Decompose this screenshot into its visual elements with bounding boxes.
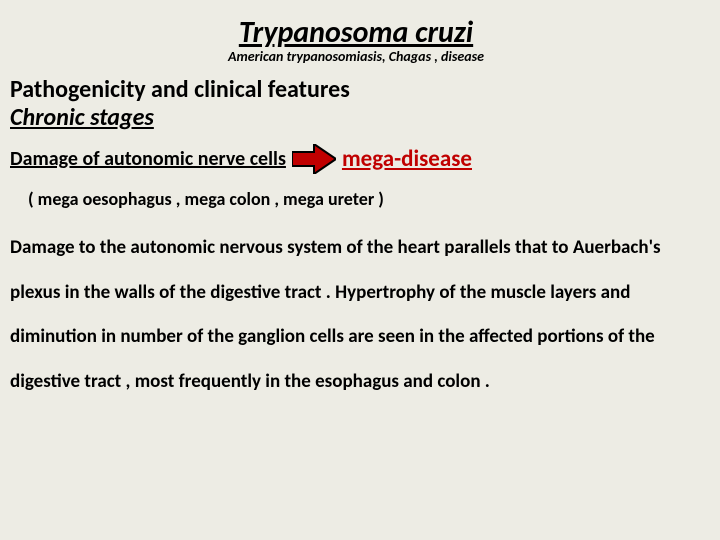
body-paragraph: Damage to the autonomic nervous system o… (10, 226, 702, 405)
mega-disease-text: mega-disease (342, 148, 472, 171)
damage-text: Damage of autonomic nerve cells (10, 149, 286, 169)
mega-examples: ( mega oesophagus , mega colon , mega ur… (10, 190, 702, 208)
slide-title: Trypanosoma cruzi (10, 18, 702, 48)
section-heading: Pathogenicity and clinical features (10, 78, 702, 102)
subheading-chronic-stages: Chronic stages (10, 106, 702, 130)
slide-subtitle: American trypanosomiasis, Chagas , disea… (10, 50, 702, 64)
arrow-icon (292, 144, 336, 174)
damage-arrow-line: Damage of autonomic nerve cells mega-dis… (10, 144, 702, 174)
